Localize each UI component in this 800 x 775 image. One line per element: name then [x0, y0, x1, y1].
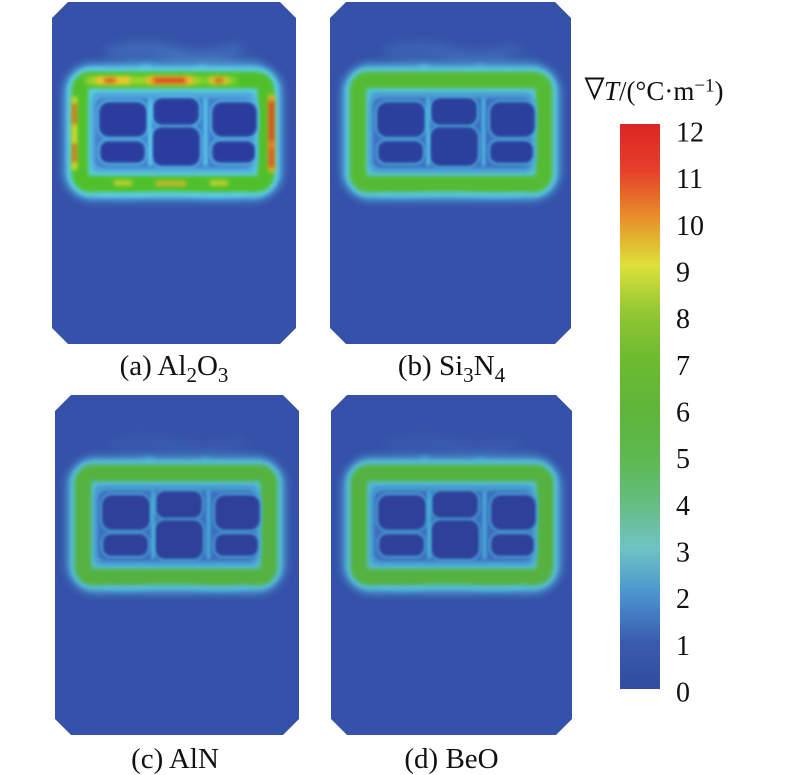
svg-text:(b) Si3N4: (b) Si3N4 — [398, 350, 506, 387]
svg-text:6: 6 — [676, 398, 690, 429]
svg-text:12: 12 — [676, 118, 704, 149]
svg-text:3: 3 — [676, 538, 690, 569]
svg-text:(d) BeO: (d) BeO — [404, 743, 498, 775]
svg-text:0: 0 — [676, 678, 690, 709]
svg-text:2: 2 — [676, 584, 690, 615]
svg-text:9: 9 — [676, 258, 690, 289]
svg-text:(a) Al2O3: (a) Al2O3 — [120, 350, 229, 387]
svg-text:(c) AlN: (c) AlN — [131, 743, 219, 775]
svg-text:8: 8 — [676, 304, 690, 335]
svg-text:1: 1 — [676, 631, 690, 662]
svg-text:4: 4 — [676, 491, 690, 522]
svg-text:11: 11 — [676, 164, 703, 195]
svg-text:10: 10 — [676, 211, 704, 242]
svg-text:5: 5 — [676, 444, 690, 475]
svg-text:7: 7 — [676, 351, 690, 382]
